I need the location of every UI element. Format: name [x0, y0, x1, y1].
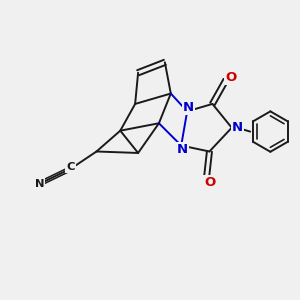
Text: N: N [183, 101, 194, 114]
Text: C: C [66, 162, 75, 172]
Text: O: O [226, 71, 237, 84]
Text: N: N [35, 178, 44, 189]
Text: N: N [232, 121, 243, 134]
Text: O: O [204, 176, 216, 189]
Text: N: N [177, 143, 188, 156]
